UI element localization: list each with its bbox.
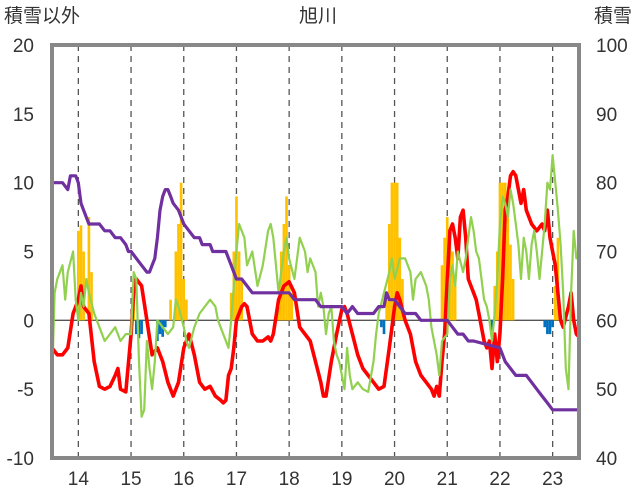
right-tick-label: 100: [596, 36, 628, 57]
bar-26: [282, 223, 286, 321]
bar-15: [177, 223, 180, 321]
bar-51: [506, 210, 510, 321]
bar-40: [443, 237, 446, 321]
left-tick-label: 0: [23, 311, 34, 332]
bar-45: [490, 320, 494, 335]
bar-37: [398, 237, 402, 321]
x-tick-label: 17: [226, 469, 247, 490]
bar-8: [140, 320, 143, 335]
x-tick-label: 19: [331, 469, 352, 490]
left-tick-label: -5: [17, 380, 34, 401]
right-axis-ticks: 100 90 80 70 60 50 40: [596, 36, 628, 470]
left-tick-label: 15: [13, 105, 34, 126]
x-tick-label: 22: [489, 469, 510, 490]
bar-58: [553, 285, 557, 321]
bar-43: [451, 251, 454, 321]
bar-6: [135, 320, 138, 335]
line-series: [50, 154, 581, 418]
bar-29: [290, 292, 294, 321]
bar-22: [237, 251, 241, 321]
bar-53: [511, 279, 515, 321]
bar-12: [163, 320, 167, 328]
bar-17: [182, 279, 186, 321]
chart-title: 旭川: [299, 5, 337, 27]
bar-3: [87, 217, 91, 321]
x-tick-label: 16: [173, 469, 194, 490]
right-tick-label: 50: [596, 380, 617, 401]
x-tick-label: 14: [68, 469, 90, 490]
right-tick-label: 70: [596, 243, 617, 264]
bar-57: [551, 320, 554, 328]
left-tick-label: 5: [23, 243, 34, 264]
bar-38: [401, 279, 404, 321]
right-tick-label: 40: [596, 449, 617, 470]
right-axis-label: 積雪: [594, 5, 632, 27]
bar-54: [543, 320, 547, 328]
bar-16: [179, 182, 183, 321]
x-tick-label: 21: [437, 469, 458, 490]
left-tick-label: 10: [13, 174, 34, 195]
bar-52: [509, 244, 512, 321]
x-tick-label: 18: [279, 469, 300, 490]
left-axis-ticks: 20 15 10 5 0 -5 -10: [7, 36, 34, 470]
bar-30: [380, 320, 383, 328]
bar-31: [382, 320, 386, 335]
x-tick-label: 23: [542, 469, 563, 490]
bar-32: [385, 299, 388, 321]
bar-55: [546, 320, 549, 335]
bar-10: [158, 320, 162, 335]
bar-34: [390, 182, 394, 321]
bar-2: [82, 251, 85, 321]
bar-35: [393, 182, 396, 321]
bar-13: [169, 299, 172, 321]
vertical-gridlines: [77, 45, 554, 458]
bar-25: [279, 251, 283, 321]
bar-23: [240, 279, 244, 321]
x-tick-label: 15: [120, 469, 141, 490]
right-tick-label: 60: [596, 311, 617, 332]
bar-4: [90, 272, 93, 321]
bar-36: [395, 182, 399, 321]
bar-44: [453, 285, 457, 321]
bar-48: [498, 182, 502, 321]
bar-39: [440, 265, 444, 321]
x-tick-label: 20: [384, 469, 405, 490]
right-tick-label: 90: [596, 105, 617, 126]
series-line-green-line: [50, 154, 581, 418]
x-axis-ticks: 14 15 16 17 18 19 20 21 22 23: [68, 469, 563, 490]
right-tick-label: 80: [596, 174, 617, 195]
series-line-red-line: [50, 169, 581, 405]
left-tick-label: 20: [13, 36, 34, 57]
bar-56: [548, 320, 552, 335]
bar-14: [174, 251, 178, 321]
series-line-snow-depth: [50, 174, 581, 412]
plot-frame: [50, 43, 581, 460]
bar-27: [285, 196, 288, 321]
bar-0: [77, 230, 80, 321]
bar-24: [277, 306, 280, 321]
left-tick-label: -10: [7, 449, 34, 470]
bar-18: [185, 299, 188, 321]
bar-1: [79, 225, 83, 321]
left-axis-label: 積雪以外: [4, 5, 80, 27]
